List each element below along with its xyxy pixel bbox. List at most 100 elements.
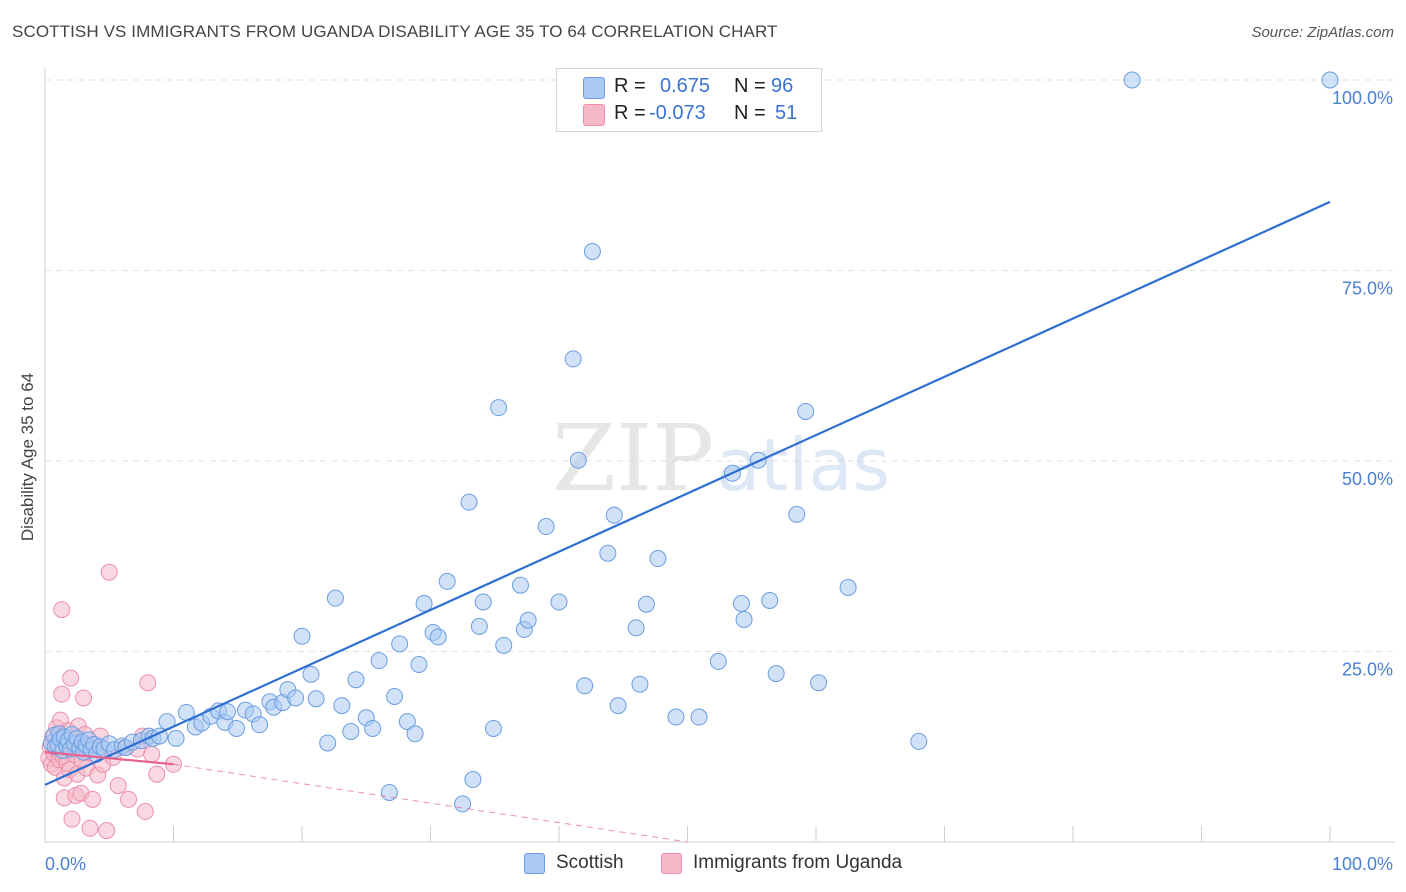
scottish-point <box>1123 71 1141 89</box>
scottish-point <box>454 795 472 813</box>
uganda-point <box>100 563 118 581</box>
scottish-point <box>386 687 404 705</box>
legend-row-scottish: R = 0.675 N = 96 <box>557 73 821 103</box>
scottish-point <box>511 576 529 594</box>
scottish-point <box>537 518 555 536</box>
legend-label-scottish: Scottish <box>556 852 624 873</box>
stats-legend: R = 0.675 N = 96 R = -0.073 N = 51 <box>556 68 822 132</box>
uganda-point <box>136 803 154 821</box>
scottish-point <box>438 572 456 590</box>
scottish-point <box>464 771 482 789</box>
scottish-point <box>1321 71 1339 89</box>
scottish-point <box>415 594 433 612</box>
legend-n-value: 51 <box>775 102 798 124</box>
scottish-point <box>569 451 587 469</box>
scottish-point <box>167 729 185 747</box>
legend-label-uganda: Immigrants from Uganda <box>693 852 903 873</box>
uganda-point <box>120 790 138 808</box>
tick-labels: 25.0% 50.0% 75.0% 100.0% 0.0% 100.0% <box>45 88 1393 874</box>
uganda-point <box>143 745 161 763</box>
chart-title: SCOTTISH VS IMMIGRANTS FROM UGANDA DISAB… <box>12 22 778 41</box>
scottish-point <box>406 725 424 743</box>
scottish-point <box>333 697 351 715</box>
legend-n-value: 96 <box>771 75 794 97</box>
gridlines <box>45 79 1395 652</box>
y-tick-label: 25.0% <box>1342 660 1393 680</box>
watermark-atlas: atlas <box>716 423 890 507</box>
scottish-point <box>319 734 337 752</box>
trend-lines <box>44 200 1331 843</box>
scottish-point <box>293 627 311 645</box>
scottish-trend-line <box>44 200 1331 786</box>
scottish-point <box>429 628 447 646</box>
scottish-point <box>370 652 388 670</box>
legend-swatch-scottish <box>524 853 545 874</box>
legend-swatch-scottish <box>583 77 605 99</box>
scottish-point <box>667 708 685 726</box>
uganda-point <box>63 810 81 828</box>
x-tick-label: 0.0% <box>45 854 86 874</box>
scottish-point <box>307 690 325 708</box>
scottish-point <box>649 550 667 568</box>
scottish-point <box>287 689 305 707</box>
uganda-point <box>53 685 71 703</box>
scottish-point <box>364 719 382 737</box>
scottish-point <box>490 399 508 417</box>
scottish-point <box>631 675 649 693</box>
scottish-point <box>609 697 627 715</box>
scottish-point <box>735 610 753 628</box>
uganda-point <box>53 601 71 619</box>
scottish-point <box>810 674 828 692</box>
scottish-point <box>470 617 488 635</box>
scottish-point <box>326 589 344 607</box>
scottish-point <box>227 719 245 737</box>
scottish-point <box>564 350 582 368</box>
scottish-point <box>410 655 428 673</box>
legend-r-value: -0.073 <box>649 102 706 124</box>
uganda-point <box>84 790 102 808</box>
legend-swatch-uganda <box>583 104 605 126</box>
scottish-point <box>550 593 568 611</box>
watermark: ZIP atlas <box>552 405 890 512</box>
scottish-point <box>342 723 360 741</box>
uganda-points <box>40 563 182 840</box>
x-tick-label: 100.0% <box>1332 854 1393 874</box>
scottish-point <box>398 713 416 731</box>
scottish-point <box>797 402 815 420</box>
scottish-point <box>839 578 857 596</box>
y-tick-label: 100.0% <box>1332 88 1393 108</box>
uganda-point <box>109 777 127 795</box>
scottish-point <box>910 732 928 750</box>
scottish-point <box>347 671 365 689</box>
scottish-point <box>218 703 236 721</box>
scottish-point <box>460 493 478 511</box>
legend-swatch-uganda <box>661 853 682 874</box>
axes <box>44 68 1395 843</box>
scottish-point <box>391 635 409 653</box>
scottish-point <box>627 619 645 637</box>
scottish-point <box>761 591 779 609</box>
uganda-point <box>139 674 157 692</box>
legend-n-label: N = <box>734 102 766 124</box>
legend-r-label: R = <box>614 102 646 124</box>
uganda-point <box>98 822 116 840</box>
scottish-point <box>495 636 513 654</box>
legend-r-label: R = <box>614 75 646 97</box>
y-tick-label: 50.0% <box>1342 469 1393 489</box>
y-tick-label: 75.0% <box>1342 279 1393 299</box>
scottish-point <box>605 506 623 524</box>
scottish-point <box>709 652 727 670</box>
scottish-point <box>583 242 601 260</box>
y-axis-label: Disability Age 35 to 64 <box>18 372 37 542</box>
scottish-point <box>576 677 594 695</box>
uganda-trend-line <box>44 750 174 766</box>
scottish-point <box>788 505 806 523</box>
scottish-point <box>484 719 502 737</box>
scottish-point <box>599 544 617 562</box>
uganda-point <box>148 765 166 783</box>
source-label: Source: ZipAtlas.com <box>1251 24 1394 41</box>
scottish-point <box>732 594 750 612</box>
uganda-point <box>81 819 99 837</box>
scottish-point <box>637 595 655 613</box>
